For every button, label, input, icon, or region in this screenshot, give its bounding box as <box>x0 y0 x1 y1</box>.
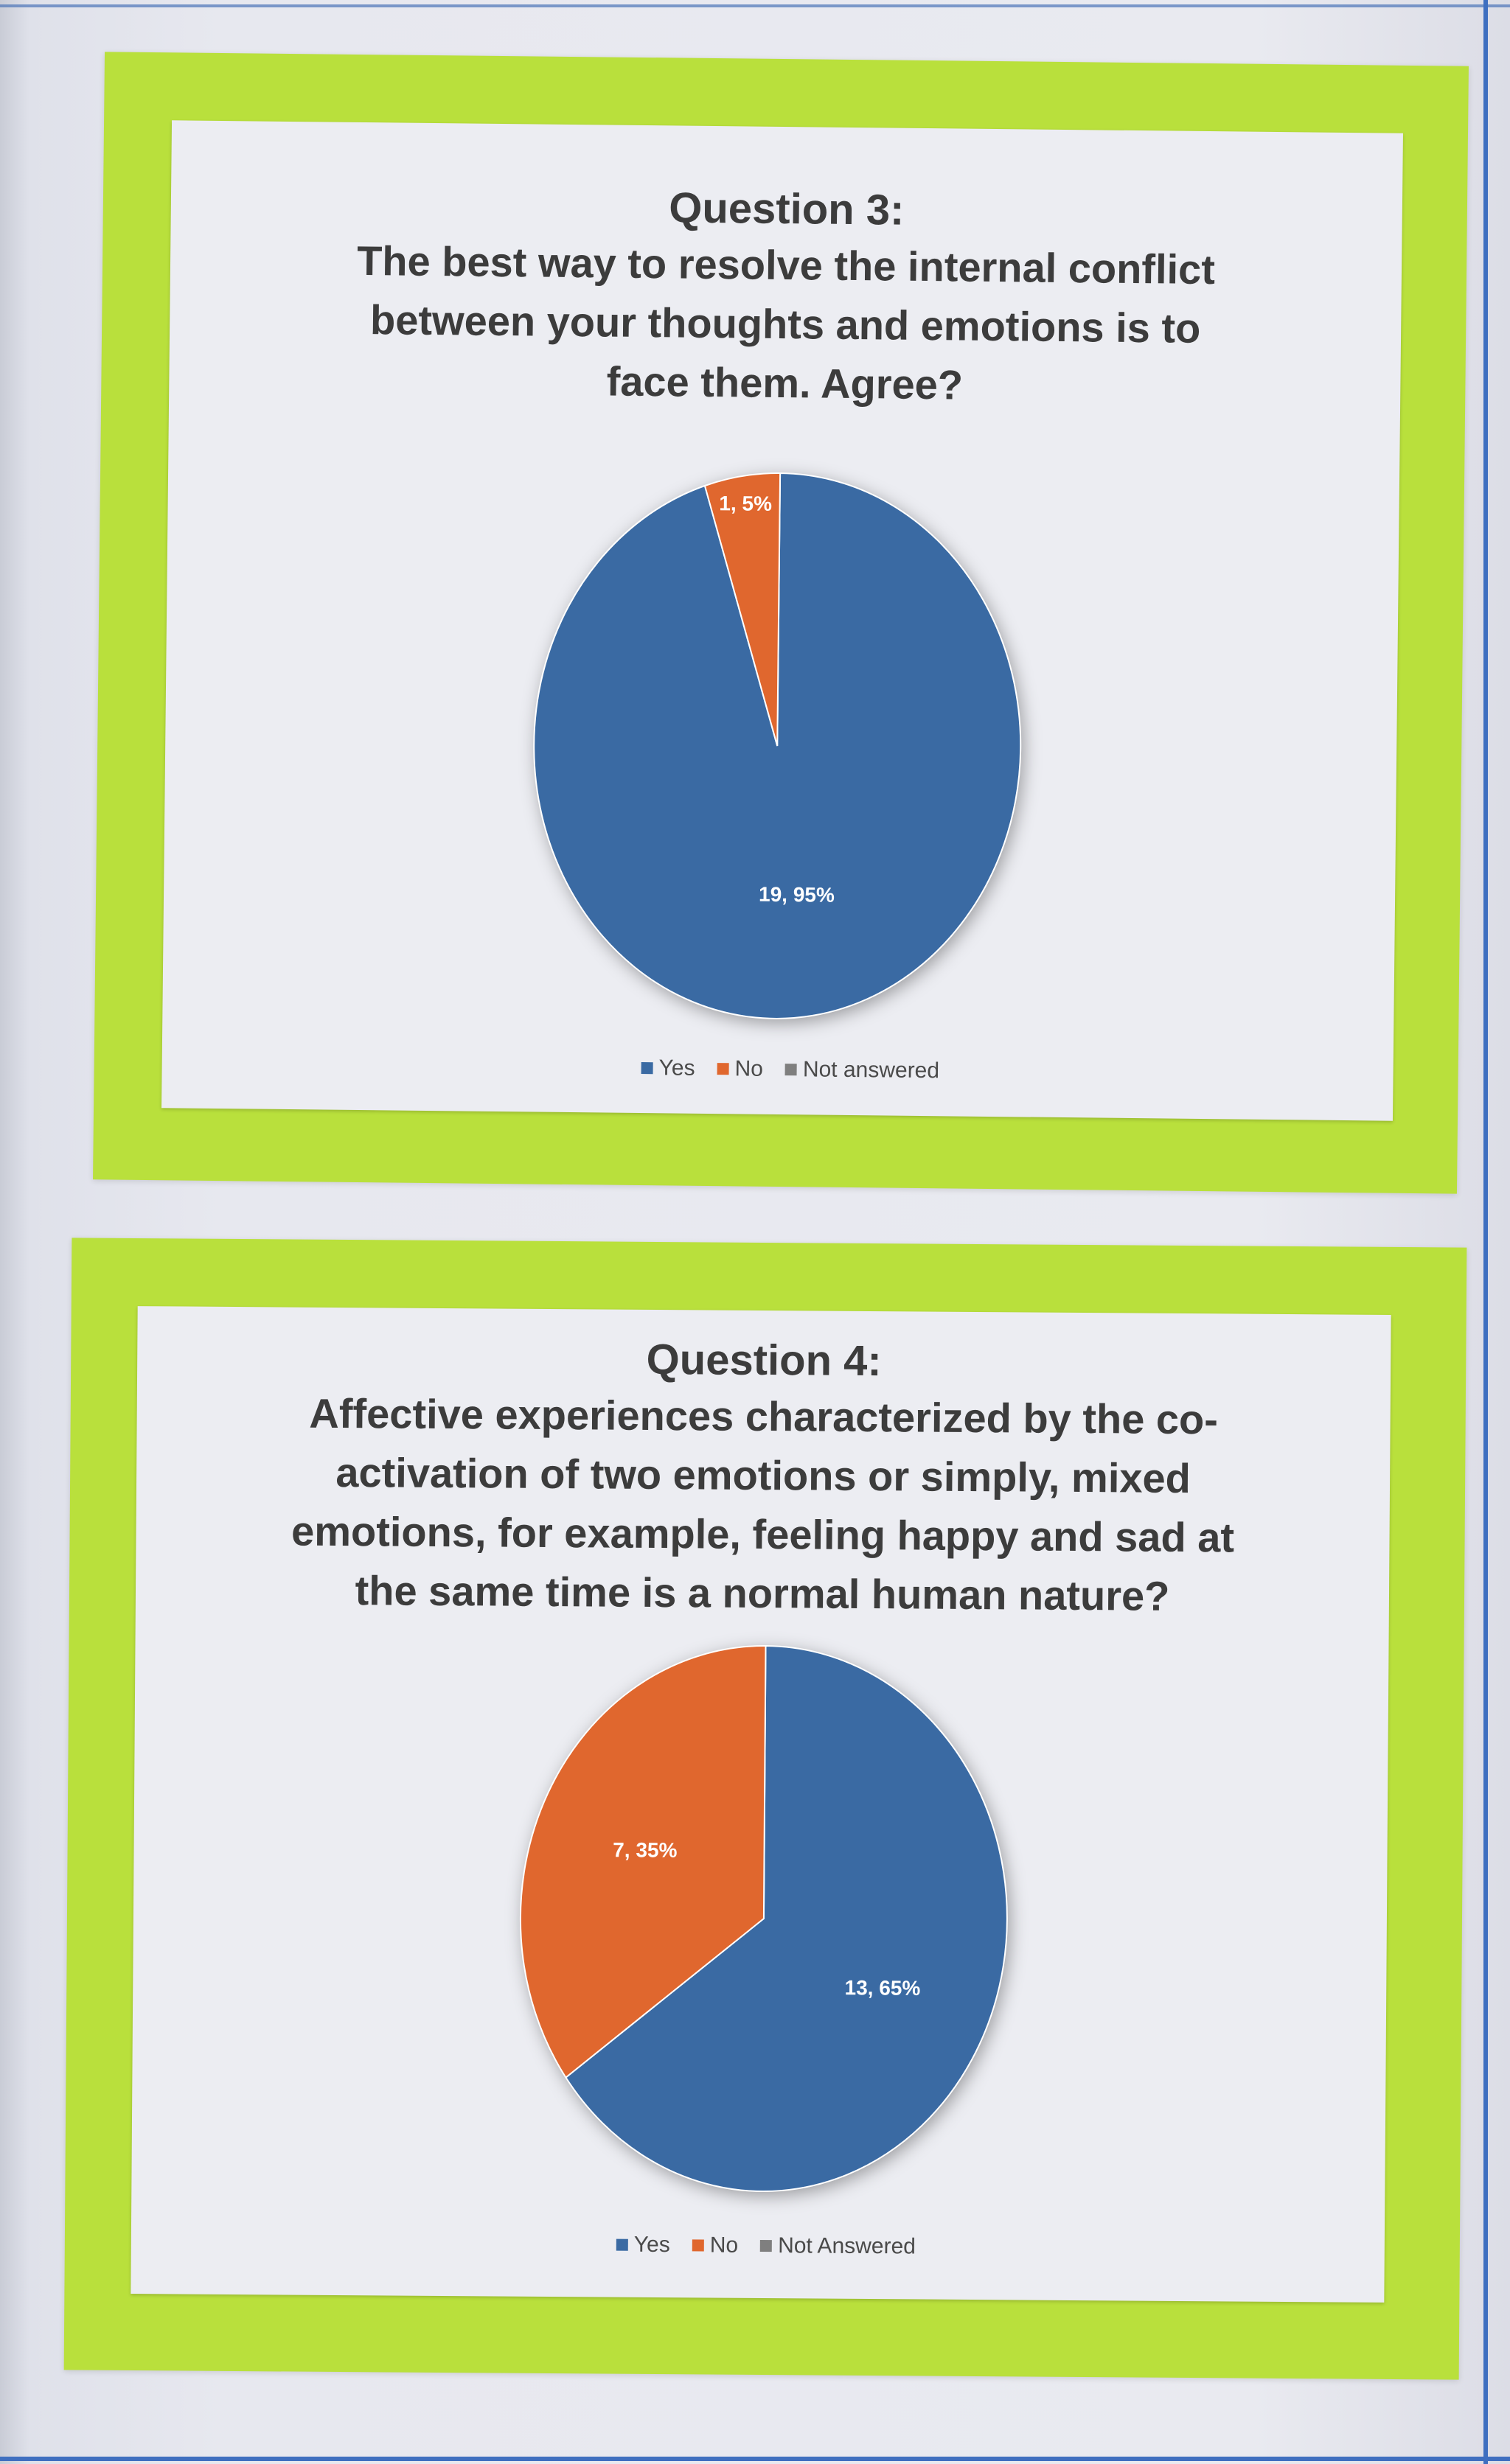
q4-legend: Yes No Not Answered <box>616 2233 916 2260</box>
q4-heading: Question 4: <box>646 1335 882 1386</box>
legend-item-no: No <box>717 1056 763 1082</box>
q3-card: Question 3: The best way to resolve the … <box>161 120 1403 1121</box>
legend-label-yes: Yes <box>658 1055 695 1081</box>
legend-item-yes: Yes <box>641 1055 695 1081</box>
q3-question-text: The best way to resolve the internal con… <box>356 237 1216 408</box>
legend-swatch-not-answered <box>784 1064 798 1076</box>
legend-swatch-no <box>692 2239 704 2252</box>
legend-item-yes: Yes <box>616 2233 670 2258</box>
page-right-line <box>1483 0 1488 2464</box>
q3-pie-chart: 19, 95% 1, 5% <box>533 472 1024 1023</box>
legend-swatch-not-answered <box>760 2240 773 2252</box>
legend-item-not-answered: Not answered <box>784 1057 940 1083</box>
pie-slice-no <box>519 1645 767 2079</box>
legend-label-not-answered: Not answered <box>802 1057 940 1083</box>
pie-slice-yes <box>565 1645 1008 2193</box>
legend-swatch-yes <box>616 2238 628 2251</box>
q4-pie-chart: 13, 65% 7, 35% <box>519 1645 1010 2196</box>
legend-label-yes: Yes <box>633 2232 670 2258</box>
legend-item-not-answered: Not Answered <box>760 2233 916 2259</box>
legend-label-no: No <box>734 1056 764 1081</box>
data-label-no: 7, 35% <box>613 1838 677 1862</box>
legend-item-no: No <box>692 2233 739 2258</box>
legend-label-not-answered: Not Answered <box>778 2233 916 2259</box>
page-top-line <box>0 4 1510 7</box>
legend-label-no: No <box>709 2233 739 2258</box>
legend-swatch-yes <box>641 1062 653 1075</box>
data-label-yes: 13, 65% <box>845 1976 921 2000</box>
legend-swatch-no <box>717 1063 729 1075</box>
page-bottom-line <box>0 2457 1510 2461</box>
q4-card: Question 4: Affective experiences charac… <box>131 1306 1391 2303</box>
q3-legend: Yes No Not answered <box>641 1055 939 1083</box>
data-label-no: 1, 5% <box>719 492 772 515</box>
data-label-yes: 19, 95% <box>759 883 835 907</box>
pie-slice-no <box>703 472 782 747</box>
q4-question-text: Affective experiences characterized by t… <box>290 1389 1235 1619</box>
